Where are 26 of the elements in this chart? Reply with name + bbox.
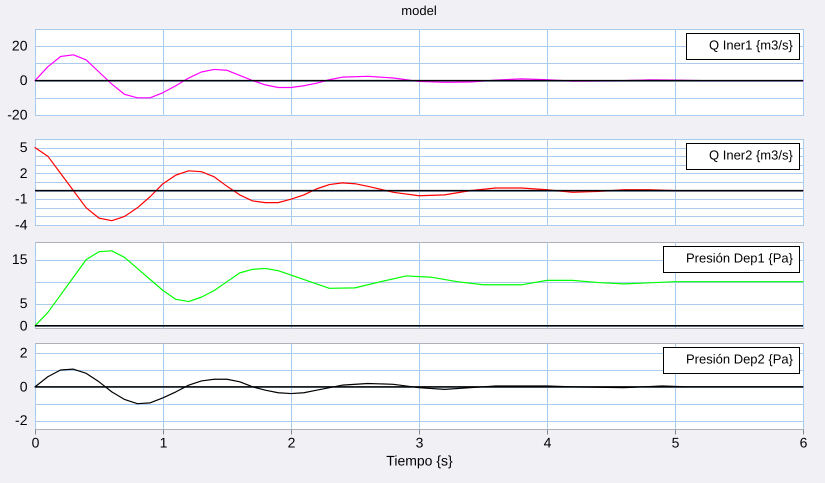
text: Q Iner1 {m3/s}: [709, 38, 794, 52]
y-tick-label: 15: [12, 251, 28, 268]
x-tick-label: 5: [672, 434, 680, 450]
y-tick-label: -2: [15, 412, 28, 428]
x-tick-label: 2: [288, 434, 296, 450]
y-tick-label: -20: [7, 106, 28, 122]
text: Q Iner2 {m3/s}: [709, 148, 794, 162]
x-axis-title: Tiempo {s}: [386, 452, 454, 468]
y-tick-label: 0: [20, 317, 28, 334]
x-tick-label: 0: [32, 434, 40, 450]
x-tick-label: 6: [800, 434, 808, 450]
y-tick-label: 2: [20, 164, 28, 181]
series-label: Presión Dep1 {Pa}: [686, 250, 794, 266]
y-tick-label: 0: [20, 72, 28, 88]
y-tick-label: 20: [12, 38, 28, 54]
series-label: Presión Dep2 {Pa}: [686, 352, 794, 366]
y-tick-label: -4: [15, 216, 28, 232]
y-tick-label: -1: [15, 190, 28, 207]
y-tick-label: 0: [20, 378, 28, 394]
y-tick-label: 5: [20, 139, 28, 156]
y-tick-label: 2: [20, 344, 28, 361]
y-tick-label: 5: [20, 295, 28, 312]
chart-title: model: [401, 3, 437, 18]
x-tick-label: 3: [416, 434, 424, 450]
x-tick-label: 4: [544, 434, 552, 450]
x-tick-label: 1: [160, 434, 168, 450]
